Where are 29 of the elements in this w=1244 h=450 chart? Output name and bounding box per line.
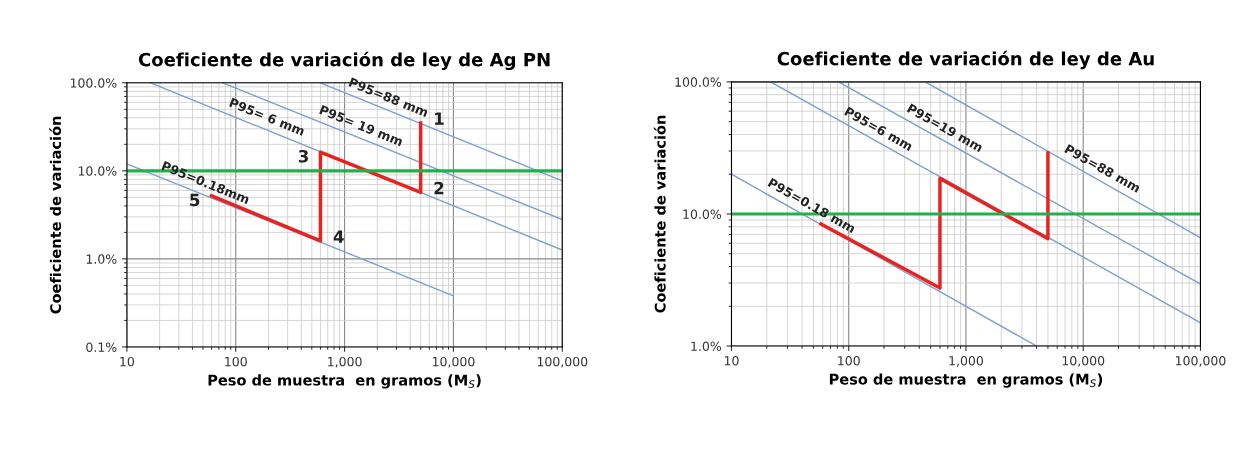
x-tick-label: 10 bbox=[120, 356, 135, 367]
y-tick-label: 10.0% bbox=[78, 166, 117, 176]
chart-title: Coeficiente de variación de ley de Ag PN bbox=[138, 51, 550, 71]
annotation: 1 bbox=[435, 112, 444, 125]
x-tick-label: 100 bbox=[225, 356, 247, 367]
annotation: 3 bbox=[298, 149, 308, 163]
x-tick-label: 100,000 bbox=[537, 356, 588, 368]
annotation: P95= 19 mm bbox=[319, 104, 404, 147]
y-tick-label: 10.0% bbox=[683, 209, 722, 219]
x-tick-label: 10 bbox=[724, 355, 739, 366]
annotation: 2 bbox=[434, 181, 444, 195]
y-tick-label: 100.0% bbox=[70, 78, 117, 88]
annotation: 4 bbox=[333, 230, 344, 243]
x-tick-label: 100,000 bbox=[1175, 355, 1226, 367]
x-tick-label: 1,000 bbox=[328, 356, 362, 368]
x-tick-label: 10,000 bbox=[432, 356, 475, 368]
y-tick-label: 1.0% bbox=[691, 341, 722, 351]
chart-title: Coeficiente de variación de ley de Au bbox=[777, 50, 1154, 70]
x-axis-title: Peso de muestra en gramos (M$_{S}$) bbox=[208, 374, 481, 389]
y-axis-title: Coeficiente de variación bbox=[49, 116, 62, 314]
y-tick-label: 1.0% bbox=[86, 254, 117, 264]
x-tick-label: 10,000 bbox=[1062, 355, 1105, 367]
x-axis-title: Peso de muestra en gramos (M$_{S}$) bbox=[829, 373, 1103, 388]
y-tick-label: 100.0% bbox=[675, 77, 722, 87]
y-axis-title: Coeficiente de variación bbox=[653, 115, 666, 313]
y-tick-label: 0.1% bbox=[86, 342, 117, 352]
x-tick-label: 1,000 bbox=[949, 355, 984, 367]
x-tick-label: 100 bbox=[838, 355, 860, 366]
annotation: P95= 6 mm bbox=[229, 97, 306, 136]
